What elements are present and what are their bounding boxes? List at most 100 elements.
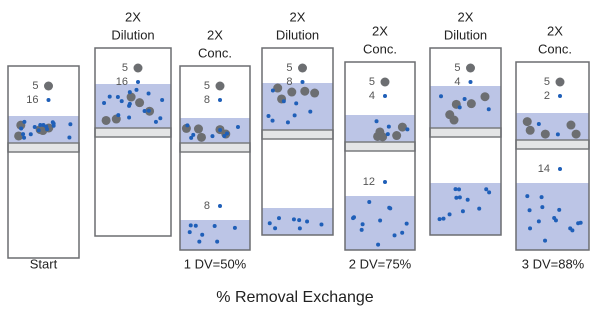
particle bbox=[556, 132, 560, 136]
particle bbox=[392, 131, 401, 140]
lower-count: 8 bbox=[204, 200, 210, 212]
particle bbox=[297, 218, 301, 222]
particle bbox=[438, 217, 442, 221]
lower-band bbox=[345, 196, 415, 250]
particle bbox=[387, 125, 391, 129]
particle bbox=[523, 117, 532, 126]
small-count: 8 bbox=[286, 76, 292, 88]
lower-count: 14 bbox=[538, 163, 550, 175]
particle bbox=[454, 196, 458, 200]
particle bbox=[543, 239, 547, 243]
particle bbox=[67, 135, 71, 139]
particle bbox=[185, 123, 189, 127]
particle bbox=[540, 205, 544, 209]
particle bbox=[143, 109, 147, 113]
particle bbox=[367, 200, 371, 204]
particle bbox=[457, 187, 461, 191]
particle bbox=[570, 228, 574, 232]
vessel bbox=[262, 48, 333, 235]
particle bbox=[44, 125, 48, 129]
small-count: 16 bbox=[26, 94, 38, 106]
step-caption: 3 DV=88% bbox=[522, 256, 585, 271]
particle bbox=[218, 128, 222, 132]
particle bbox=[158, 116, 162, 120]
particle bbox=[215, 240, 219, 244]
particle bbox=[400, 231, 404, 235]
particle bbox=[19, 127, 23, 131]
membrane bbox=[345, 142, 415, 151]
particle bbox=[528, 226, 532, 230]
large-count: 5 bbox=[454, 62, 460, 74]
particle bbox=[480, 92, 489, 101]
step-header: Conc. bbox=[363, 41, 397, 56]
membrane bbox=[262, 130, 333, 139]
membrane bbox=[430, 128, 501, 137]
particle bbox=[448, 212, 452, 216]
vessel bbox=[95, 48, 171, 236]
particle bbox=[525, 194, 529, 198]
particle bbox=[128, 90, 132, 94]
particle bbox=[454, 187, 458, 191]
upper-band bbox=[430, 86, 501, 128]
particle bbox=[120, 99, 124, 103]
particle bbox=[572, 130, 581, 139]
particle bbox=[293, 113, 297, 117]
step-header: Conc. bbox=[198, 45, 232, 60]
particle bbox=[458, 195, 462, 199]
diagram: % Removal Exchange 516Start2XDilution516… bbox=[0, 0, 590, 310]
membrane bbox=[95, 128, 171, 137]
particle bbox=[398, 123, 407, 132]
particle bbox=[127, 93, 136, 102]
particle bbox=[194, 224, 198, 228]
particle bbox=[557, 208, 561, 212]
diagram-title: % Removal Exchange bbox=[216, 289, 374, 306]
step-header: 2X bbox=[290, 9, 306, 24]
particle bbox=[102, 101, 106, 105]
particle bbox=[222, 134, 226, 138]
particle bbox=[22, 136, 26, 140]
particle bbox=[210, 134, 214, 138]
particle bbox=[266, 114, 270, 118]
particle bbox=[128, 102, 132, 106]
particle bbox=[273, 226, 277, 230]
particle bbox=[191, 133, 195, 137]
particle bbox=[194, 124, 203, 133]
large-icon bbox=[134, 64, 143, 73]
particle bbox=[378, 132, 387, 141]
particle bbox=[233, 226, 237, 230]
particle bbox=[541, 130, 550, 139]
large-icon bbox=[556, 78, 565, 87]
step-header: 2X bbox=[547, 23, 563, 38]
particle bbox=[467, 99, 476, 108]
particle bbox=[147, 109, 151, 113]
large-count: 5 bbox=[544, 76, 550, 88]
particle bbox=[388, 206, 392, 210]
particle bbox=[154, 120, 158, 124]
step-header: 2X bbox=[207, 27, 223, 42]
particle bbox=[52, 124, 56, 128]
particle bbox=[393, 233, 397, 237]
small-icon bbox=[301, 80, 305, 84]
particle bbox=[189, 223, 193, 227]
particle bbox=[439, 94, 443, 98]
lower-count: 12 bbox=[363, 176, 375, 188]
large-count: 5 bbox=[369, 76, 375, 88]
particle bbox=[135, 98, 144, 107]
small-count: 8 bbox=[204, 94, 210, 106]
particle bbox=[305, 219, 309, 223]
small-count: 2 bbox=[544, 90, 550, 102]
particle bbox=[21, 132, 25, 136]
small-count: 4 bbox=[454, 76, 460, 88]
lower-band bbox=[430, 183, 501, 235]
particle bbox=[477, 207, 481, 211]
particle bbox=[33, 125, 37, 129]
step-header: 2X bbox=[372, 23, 388, 38]
step-caption: 1 DV=50% bbox=[184, 256, 247, 271]
particle bbox=[300, 87, 309, 96]
particle bbox=[537, 122, 541, 126]
large-count: 5 bbox=[32, 80, 38, 92]
particle bbox=[37, 128, 41, 132]
particle bbox=[360, 228, 364, 232]
particle bbox=[197, 240, 201, 244]
membrane bbox=[180, 143, 250, 152]
